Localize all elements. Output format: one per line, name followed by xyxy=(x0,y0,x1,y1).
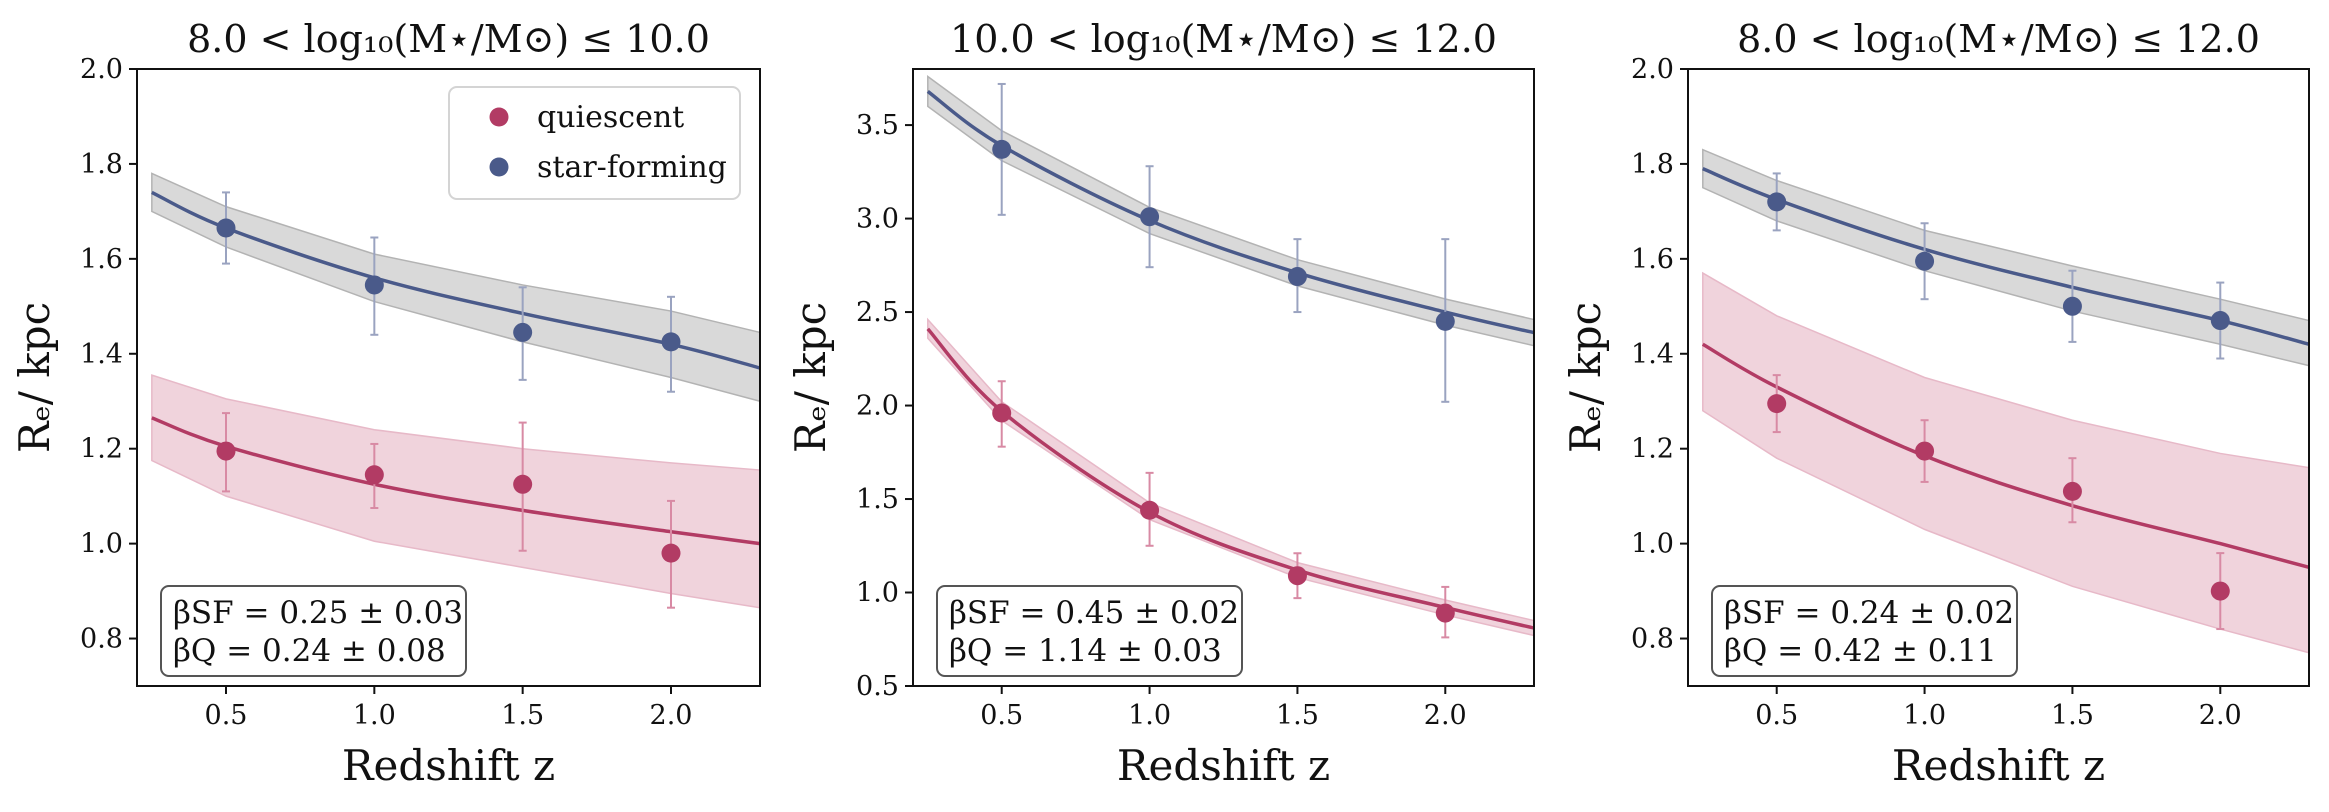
y-tick-label: 2.0 xyxy=(1631,54,1674,85)
y-tick-label: 1.2 xyxy=(80,434,123,465)
y-tick-label: 1.4 xyxy=(1631,339,1674,370)
x-tick-label: 1.0 xyxy=(1128,700,1171,731)
fit-annotation-line: βQ = 1.14 ± 0.03 xyxy=(949,633,1222,669)
star-forming-point xyxy=(1287,267,1307,287)
fit-annotation-line: βSF = 0.25 ± 0.03 xyxy=(173,595,463,631)
y-tick-label: 1.6 xyxy=(1631,244,1674,275)
fit-annotation-line: βQ = 0.24 ± 0.08 xyxy=(173,633,446,669)
y-tick-label: 1.4 xyxy=(80,339,123,370)
star-forming-point xyxy=(2062,296,2082,316)
x-tick-label: 1.0 xyxy=(1903,700,1946,731)
star-forming-point xyxy=(2210,311,2230,331)
x-tick-label: 2.0 xyxy=(1424,700,1467,731)
panel-low-mass: 0.5 1.0 1.5 2.0 0.8 1.0 1.2 1.4 1.6 1.8 2.0 8.0 < l… xyxy=(10,17,761,790)
y-axis-label: Rₑ/ kpc xyxy=(10,302,59,453)
panel-high-mass: 0.5 1.0 1.5 2.0 0.5 1.0 1.5 2.0 2.5 3.0 3.5 10.0 < … xyxy=(786,17,1535,790)
quiescent-point xyxy=(1435,603,1455,623)
star-forming-point xyxy=(992,139,1012,159)
star-forming-point xyxy=(1435,311,1455,331)
fit-annotation-line: βSF = 0.45 ± 0.02 xyxy=(949,595,1239,631)
star-forming-point xyxy=(1915,251,1935,271)
quiescent-point xyxy=(513,474,533,494)
quiescent-point xyxy=(2062,481,2082,501)
y-tick-label: 0.8 xyxy=(80,624,123,655)
y-tick-label: 1.5 xyxy=(856,484,899,515)
quiescent-point xyxy=(1915,441,1935,461)
legend-box xyxy=(448,86,741,200)
y-axis-label: Rₑ/ kpc xyxy=(1561,302,1610,453)
quiescent-point xyxy=(1287,566,1307,586)
y-tick-label: 0.8 xyxy=(1631,624,1674,655)
x-tick-label: 2.0 xyxy=(650,700,693,731)
star-forming-point xyxy=(1140,207,1160,227)
panel-title: 8.0 < log₁₀(M⋆/M⊙) ≤ 10.0 xyxy=(187,17,710,61)
legend-marker-star-forming xyxy=(489,157,509,177)
x-tick-label: 0.5 xyxy=(1755,700,1798,731)
fit-annotation-line: βQ = 0.42 ± 0.11 xyxy=(1724,633,1997,669)
x-tick-label: 1.5 xyxy=(1276,700,1319,731)
x-tick-label: 1.0 xyxy=(353,700,396,731)
panel-title: 8.0 < log₁₀(M⋆/M⊙) ≤ 12.0 xyxy=(1737,17,2260,61)
fit-annotation-line: βSF = 0.24 ± 0.02 xyxy=(1724,595,2014,631)
quiescent-point xyxy=(1767,394,1787,414)
x-axis-label: Redshift z xyxy=(1892,741,2105,790)
star-forming-point xyxy=(364,275,384,295)
x-tick-label: 0.5 xyxy=(980,700,1023,731)
plot-frame xyxy=(136,68,761,687)
y-tick-label: 2.5 xyxy=(856,297,899,328)
quiescent-fit-line xyxy=(926,327,1535,630)
quiescent-point xyxy=(216,441,236,461)
legend-label-quiescent: quiescent xyxy=(537,100,684,135)
panel-title: 10.0 < log₁₀(M⋆/M⊙) ≤ 12.0 xyxy=(950,17,1497,61)
star-forming-point xyxy=(661,332,681,352)
y-tick-label: 1.0 xyxy=(856,578,899,609)
star-forming-confidence-band xyxy=(927,74,1535,347)
star-forming-point xyxy=(216,218,236,238)
x-tick-label: 1.5 xyxy=(501,700,544,731)
y-tick-label: 1.0 xyxy=(80,529,123,560)
y-tick-label: 2.0 xyxy=(80,54,123,85)
y-tick-label: 3.5 xyxy=(856,110,899,141)
quiescent-point xyxy=(992,403,1012,423)
plot-frame xyxy=(1687,68,2310,687)
x-axis-label: Redshift z xyxy=(1117,741,1330,790)
quiescent-point xyxy=(661,543,681,563)
y-tick-label: 1.6 xyxy=(80,244,123,275)
y-axis-label: Rₑ/ kpc xyxy=(786,302,835,453)
star-forming-fit-line xyxy=(926,90,1535,335)
x-axis-label: Redshift z xyxy=(342,741,555,790)
quiescent-point xyxy=(1140,500,1160,520)
legend-label-star-forming: star-forming xyxy=(537,150,727,185)
star-forming-confidence-band xyxy=(151,172,761,403)
y-tick-label: 3.0 xyxy=(856,204,899,235)
y-tick-label: 1.2 xyxy=(1631,434,1674,465)
legend-marker-quiescent xyxy=(489,107,509,127)
y-tick-label: 1.8 xyxy=(1631,149,1674,180)
star-forming-point xyxy=(1767,192,1787,212)
quiescent-point xyxy=(2210,581,2230,601)
y-tick-label: 2.0 xyxy=(856,391,899,422)
quiescent-point xyxy=(364,465,384,485)
fit-annotation-box xyxy=(160,585,467,677)
plot-frame xyxy=(912,68,1535,687)
x-tick-label: 1.5 xyxy=(2051,700,2094,731)
fit-annotation-box xyxy=(936,585,1243,677)
quiescent-confidence-band xyxy=(151,374,761,609)
x-tick-label: 0.5 xyxy=(205,700,248,731)
y-tick-label: 1.0 xyxy=(1631,529,1674,560)
star-forming-point xyxy=(513,322,533,342)
y-tick-label: 0.5 xyxy=(856,671,899,702)
x-tick-label: 2.0 xyxy=(2199,700,2242,731)
fit-annotation-box xyxy=(1711,585,2018,677)
y-tick-label: 1.8 xyxy=(80,149,123,180)
panel-all-mass: 0.5 1.0 1.5 2.0 0.8 1.0 1.2 1.4 1.6 1.8 2.0 8.0 < l… xyxy=(1561,17,2310,790)
